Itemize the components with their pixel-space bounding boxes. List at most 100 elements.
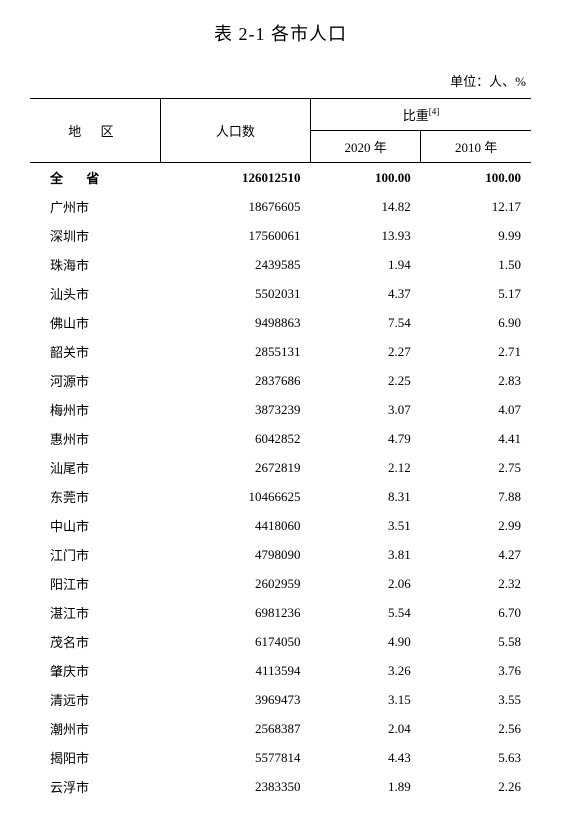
cell-region: 潮州市: [30, 714, 160, 743]
cell-region: 汕头市: [30, 279, 160, 308]
cell-region: 肇庆市: [30, 656, 160, 685]
cell-population: 4418060: [160, 511, 310, 540]
cell-population: 5502031: [160, 279, 310, 308]
cell-region: 湛江市: [30, 598, 160, 627]
cell-region: 河源市: [30, 366, 160, 395]
table-row: 清远市39694733.153.55: [30, 685, 531, 714]
header-ratio-group: 比重[4]: [311, 99, 531, 131]
cell-ratio-2010: 12.17: [421, 192, 531, 221]
cell-ratio-2020: 3.51: [311, 511, 421, 540]
cell-population: 2855131: [160, 337, 310, 366]
cell-population: 2439585: [160, 250, 310, 279]
cell-region: 梅州市: [30, 395, 160, 424]
cell-ratio-2020: 4.79: [311, 424, 421, 453]
cell-region: 清远市: [30, 685, 160, 714]
cell-ratio-2010: 7.88: [421, 482, 531, 511]
cell-ratio-2010: 100.00: [421, 163, 531, 193]
cell-ratio-2020: 8.31: [311, 482, 421, 511]
cell-population: 6042852: [160, 424, 310, 453]
table-row: 阳江市26029592.062.32: [30, 569, 531, 598]
cell-ratio-2020: 2.25: [311, 366, 421, 395]
table-row: 中山市44180603.512.99: [30, 511, 531, 540]
cell-population: 3969473: [160, 685, 310, 714]
cell-ratio-2010: 5.63: [421, 743, 531, 772]
cell-ratio-2010: 5.17: [421, 279, 531, 308]
cell-ratio-2020: 4.90: [311, 627, 421, 656]
cell-region: 阳江市: [30, 569, 160, 598]
cell-population: 4113594: [160, 656, 310, 685]
table-row: 茂名市61740504.905.58: [30, 627, 531, 656]
table-row: 珠海市24395851.941.50: [30, 250, 531, 279]
table-row: 揭阳市55778144.435.63: [30, 743, 531, 772]
cell-region: 中山市: [30, 511, 160, 540]
cell-population: 2837686: [160, 366, 310, 395]
cell-region: 珠海市: [30, 250, 160, 279]
cell-population: 18676605: [160, 192, 310, 221]
cell-ratio-2010: 2.56: [421, 714, 531, 743]
table-row: 肇庆市41135943.263.76: [30, 656, 531, 685]
header-year-2010: 2010 年: [421, 131, 531, 163]
cell-population: 2602959: [160, 569, 310, 598]
population-table: 地 区 人口数 比重[4] 2020 年 2010 年 全 省126012510…: [30, 98, 531, 801]
cell-region: 韶关市: [30, 337, 160, 366]
table-row: 潮州市25683872.042.56: [30, 714, 531, 743]
cell-population: 17560061: [160, 221, 310, 250]
cell-ratio-2020: 3.81: [311, 540, 421, 569]
table-row: 湛江市69812365.546.70: [30, 598, 531, 627]
cell-region: 惠州市: [30, 424, 160, 453]
cell-ratio-2010: 2.83: [421, 366, 531, 395]
cell-ratio-2020: 3.07: [311, 395, 421, 424]
cell-ratio-2020: 1.94: [311, 250, 421, 279]
cell-ratio-2010: 2.99: [421, 511, 531, 540]
cell-population: 2383350: [160, 772, 310, 801]
cell-ratio-2020: 2.27: [311, 337, 421, 366]
cell-ratio-2010: 4.07: [421, 395, 531, 424]
cell-ratio-2010: 3.76: [421, 656, 531, 685]
table-row: 河源市28376862.252.83: [30, 366, 531, 395]
cell-ratio-2020: 2.06: [311, 569, 421, 598]
cell-region: 江门市: [30, 540, 160, 569]
cell-ratio-2020: 3.26: [311, 656, 421, 685]
cell-ratio-2020: 7.54: [311, 308, 421, 337]
cell-ratio-2020: 14.82: [311, 192, 421, 221]
cell-population: 9498863: [160, 308, 310, 337]
table-row: 深圳市1756006113.939.99: [30, 221, 531, 250]
cell-population: 4798090: [160, 540, 310, 569]
cell-region: 揭阳市: [30, 743, 160, 772]
cell-ratio-2020: 4.37: [311, 279, 421, 308]
cell-ratio-2020: 4.43: [311, 743, 421, 772]
cell-ratio-2010: 4.41: [421, 424, 531, 453]
cell-ratio-2010: 5.58: [421, 627, 531, 656]
table-row: 东莞市104666258.317.88: [30, 482, 531, 511]
header-population: 人口数: [160, 99, 310, 163]
cell-ratio-2010: 6.90: [421, 308, 531, 337]
table-row: 惠州市60428524.794.41: [30, 424, 531, 453]
cell-ratio-2010: 2.75: [421, 453, 531, 482]
table-row: 汕尾市26728192.122.75: [30, 453, 531, 482]
cell-ratio-2010: 1.50: [421, 250, 531, 279]
cell-ratio-2010: 3.55: [421, 685, 531, 714]
cell-ratio-2020: 3.15: [311, 685, 421, 714]
cell-ratio-2010: 6.70: [421, 598, 531, 627]
header-ratio-text: 比重: [403, 108, 429, 123]
table-row: 江门市47980903.814.27: [30, 540, 531, 569]
table-row: 佛山市94988637.546.90: [30, 308, 531, 337]
header-region: 地 区: [30, 99, 160, 163]
cell-ratio-2010: 2.32: [421, 569, 531, 598]
cell-population: 6174050: [160, 627, 310, 656]
cell-population: 2672819: [160, 453, 310, 482]
cell-ratio-2020: 5.54: [311, 598, 421, 627]
cell-region: 广州市: [30, 192, 160, 221]
cell-region: 深圳市: [30, 221, 160, 250]
table-row: 云浮市23833501.892.26: [30, 772, 531, 801]
cell-region: 云浮市: [30, 772, 160, 801]
cell-population: 3873239: [160, 395, 310, 424]
cell-region: 汕尾市: [30, 453, 160, 482]
cell-ratio-2020: 2.12: [311, 453, 421, 482]
unit-label: 单位：人、%: [30, 71, 531, 90]
cell-region: 全 省: [30, 163, 160, 193]
cell-population: 10466625: [160, 482, 310, 511]
table-header: 地 区 人口数 比重[4] 2020 年 2010 年: [30, 99, 531, 163]
cell-population: 2568387: [160, 714, 310, 743]
cell-ratio-2010: 2.71: [421, 337, 531, 366]
